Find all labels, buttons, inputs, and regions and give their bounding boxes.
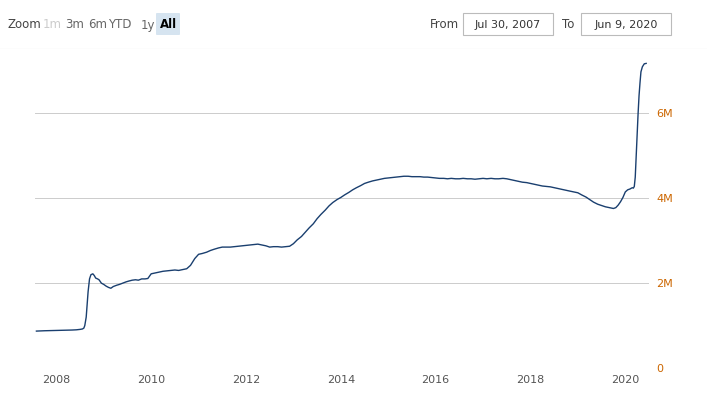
Text: 2M: 2M (656, 278, 672, 288)
Text: YTD: YTD (108, 19, 132, 31)
FancyBboxPatch shape (156, 14, 180, 36)
Text: 6m: 6m (88, 19, 107, 31)
Text: 1m: 1m (42, 19, 62, 31)
Text: 6M: 6M (656, 109, 672, 119)
FancyBboxPatch shape (463, 14, 553, 36)
Text: To: To (562, 19, 574, 31)
Text: Jun 9, 2020: Jun 9, 2020 (595, 20, 658, 30)
Text: 3m: 3m (66, 19, 84, 31)
Text: 0: 0 (656, 363, 663, 373)
FancyBboxPatch shape (581, 14, 671, 36)
Text: Jul 30, 2007: Jul 30, 2007 (475, 20, 541, 30)
Text: 4M: 4M (656, 194, 672, 204)
Text: All: All (160, 19, 177, 31)
Text: Zoom: Zoom (8, 19, 42, 31)
Text: From: From (430, 19, 459, 31)
Text: 1y: 1y (141, 19, 156, 31)
